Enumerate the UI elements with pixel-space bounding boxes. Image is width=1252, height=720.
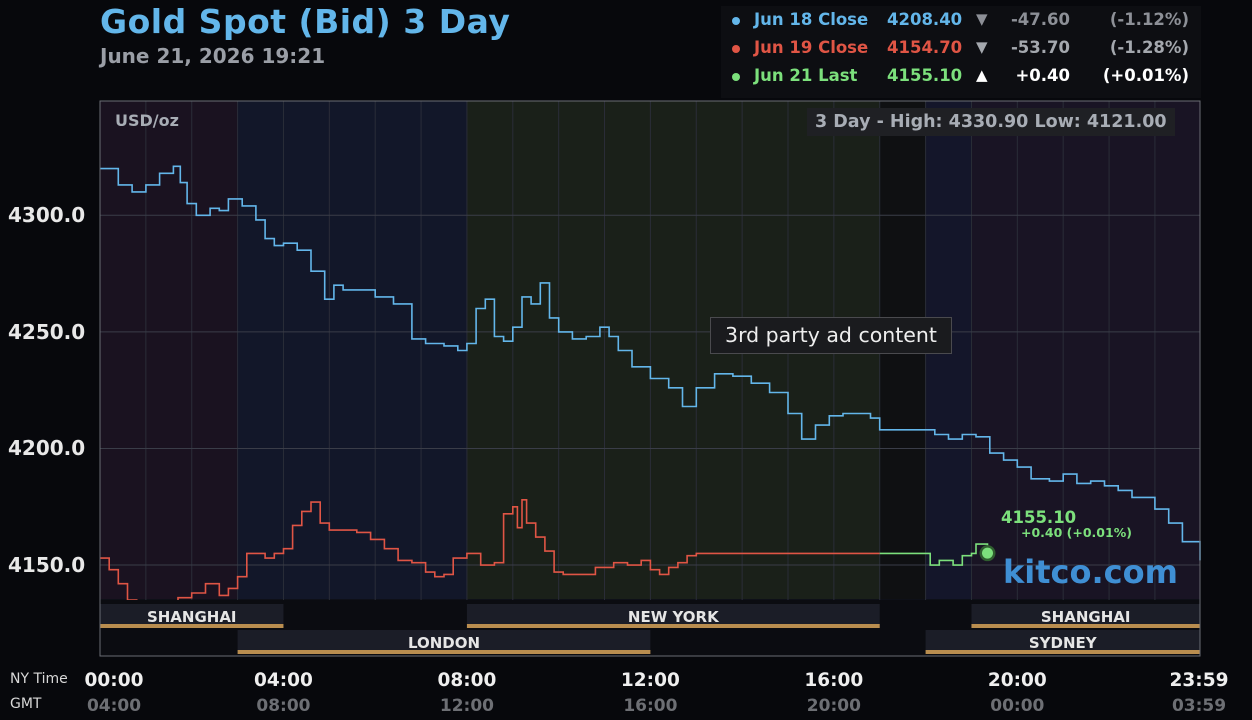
down-arrow-icon: ▼ <box>976 38 988 56</box>
session-label: SHANGHAI <box>147 608 237 626</box>
summary-row: Jun 21 Last 4155.10 ▲ +0.40 (+0.01%) <box>721 66 1201 92</box>
chart-title: Gold Spot (Bid) 3 Day <box>100 2 511 41</box>
ad-placeholder[interactable]: 3rd party ad content <box>710 317 952 354</box>
x-tick-label-gmt: 03:59 <box>1171 696 1227 716</box>
ny-time-axis-label: NY Time <box>10 671 68 687</box>
y-tick-label: 4300.0 <box>8 203 86 228</box>
session-block <box>925 630 1200 651</box>
x-tick-label-ny: 00:00 <box>84 670 144 691</box>
series-dot-icon <box>732 17 740 25</box>
x-tick-label-gmt: 16:00 <box>623 696 678 716</box>
x-tick-label-gmt: 12:00 <box>439 696 494 716</box>
summary-value: 4155.10 <box>887 66 963 85</box>
session-underline <box>237 650 651 654</box>
x-tick-label-gmt: 08:00 <box>256 696 311 716</box>
x-tick-label-ny: 16:00 <box>804 670 864 691</box>
session-underline <box>925 650 1200 654</box>
x-tick-label-ny: 12:00 <box>620 670 680 691</box>
last-change-label: +0.40 (+0.01%) <box>1021 525 1132 540</box>
session-band <box>100 101 238 599</box>
summary-label: Jun 19 Close <box>754 38 869 57</box>
series-line-1 <box>100 165 1201 561</box>
unit-label: USD/oz <box>115 111 179 130</box>
summary-value: 4208.40 <box>887 10 963 29</box>
summary-change: -53.70 <box>1010 38 1070 57</box>
summary-percent: (-1.28%) <box>1109 38 1189 57</box>
summary-percent: (-1.12%) <box>1109 10 1189 29</box>
plot-frame <box>99 100 1201 657</box>
gmt-axis-label: GMT <box>10 696 42 712</box>
last-point-marker <box>982 547 994 559</box>
chart-timestamp: June 21, 2026 19:21 <box>100 44 326 68</box>
series-line-3 <box>879 543 989 566</box>
session-underline <box>466 624 880 628</box>
session-block <box>971 604 1200 625</box>
session-band <box>971 101 1200 599</box>
down-arrow-icon: ▼ <box>976 10 988 28</box>
watermark-logo: kitco.com <box>1003 553 1178 591</box>
summary-percent: (+0.01%) <box>1102 66 1189 85</box>
summary-change: -47.60 <box>1010 10 1070 29</box>
summary-change: +0.40 <box>1015 66 1070 85</box>
x-tick-label-ny: 20:00 <box>987 670 1047 691</box>
summary-row: Jun 19 Close 4154.70 ▼ -53.70 (-1.28%) <box>721 38 1201 64</box>
series-dot-icon <box>732 73 740 81</box>
x-tick-label-ny: 08:00 <box>437 670 497 691</box>
x-tick-label-ny: 04:00 <box>254 670 313 691</box>
session-block <box>100 604 284 625</box>
session-underline <box>971 624 1200 628</box>
last-price-label: 4155.10 <box>1001 508 1077 527</box>
session-block <box>466 604 880 625</box>
series-line-2 <box>100 499 880 632</box>
x-tick-label-gmt: 00:00 <box>990 696 1045 716</box>
up-arrow-icon: ▲ <box>976 66 988 84</box>
y-tick-label: 4250.0 <box>8 319 86 344</box>
y-tick-label: 4200.0 <box>8 436 86 461</box>
session-band <box>237 101 467 599</box>
x-tick-label-gmt: 20:00 <box>806 696 861 716</box>
summary-row: Jun 18 Close 4208.40 ▼ -47.60 (-1.12%) <box>721 10 1201 36</box>
x-tick-label-ny: 23:59 <box>1169 670 1229 691</box>
session-block <box>237 630 651 651</box>
session-label: NEW YORK <box>628 608 720 626</box>
session-label: SYDNEY <box>1029 634 1098 652</box>
session-label: LONDON <box>408 634 480 652</box>
x-tick-label-gmt: 04:00 <box>86 696 142 716</box>
summary-value: 4154.70 <box>887 38 963 57</box>
close-summary-panel: Jun 18 Close 4208.40 ▼ -47.60 (-1.12%) J… <box>721 6 1201 98</box>
session-label: SHANGHAI <box>1041 608 1131 626</box>
high-low-badge: 3 Day - High: 4330.90 Low: 4121.00 <box>807 108 1175 136</box>
y-tick-label: 4150.0 <box>8 553 86 578</box>
session-underline <box>100 624 284 628</box>
summary-label: Jun 18 Close <box>754 10 869 29</box>
series-dot-icon <box>732 45 740 53</box>
summary-label: Jun 21 Last <box>754 66 858 85</box>
